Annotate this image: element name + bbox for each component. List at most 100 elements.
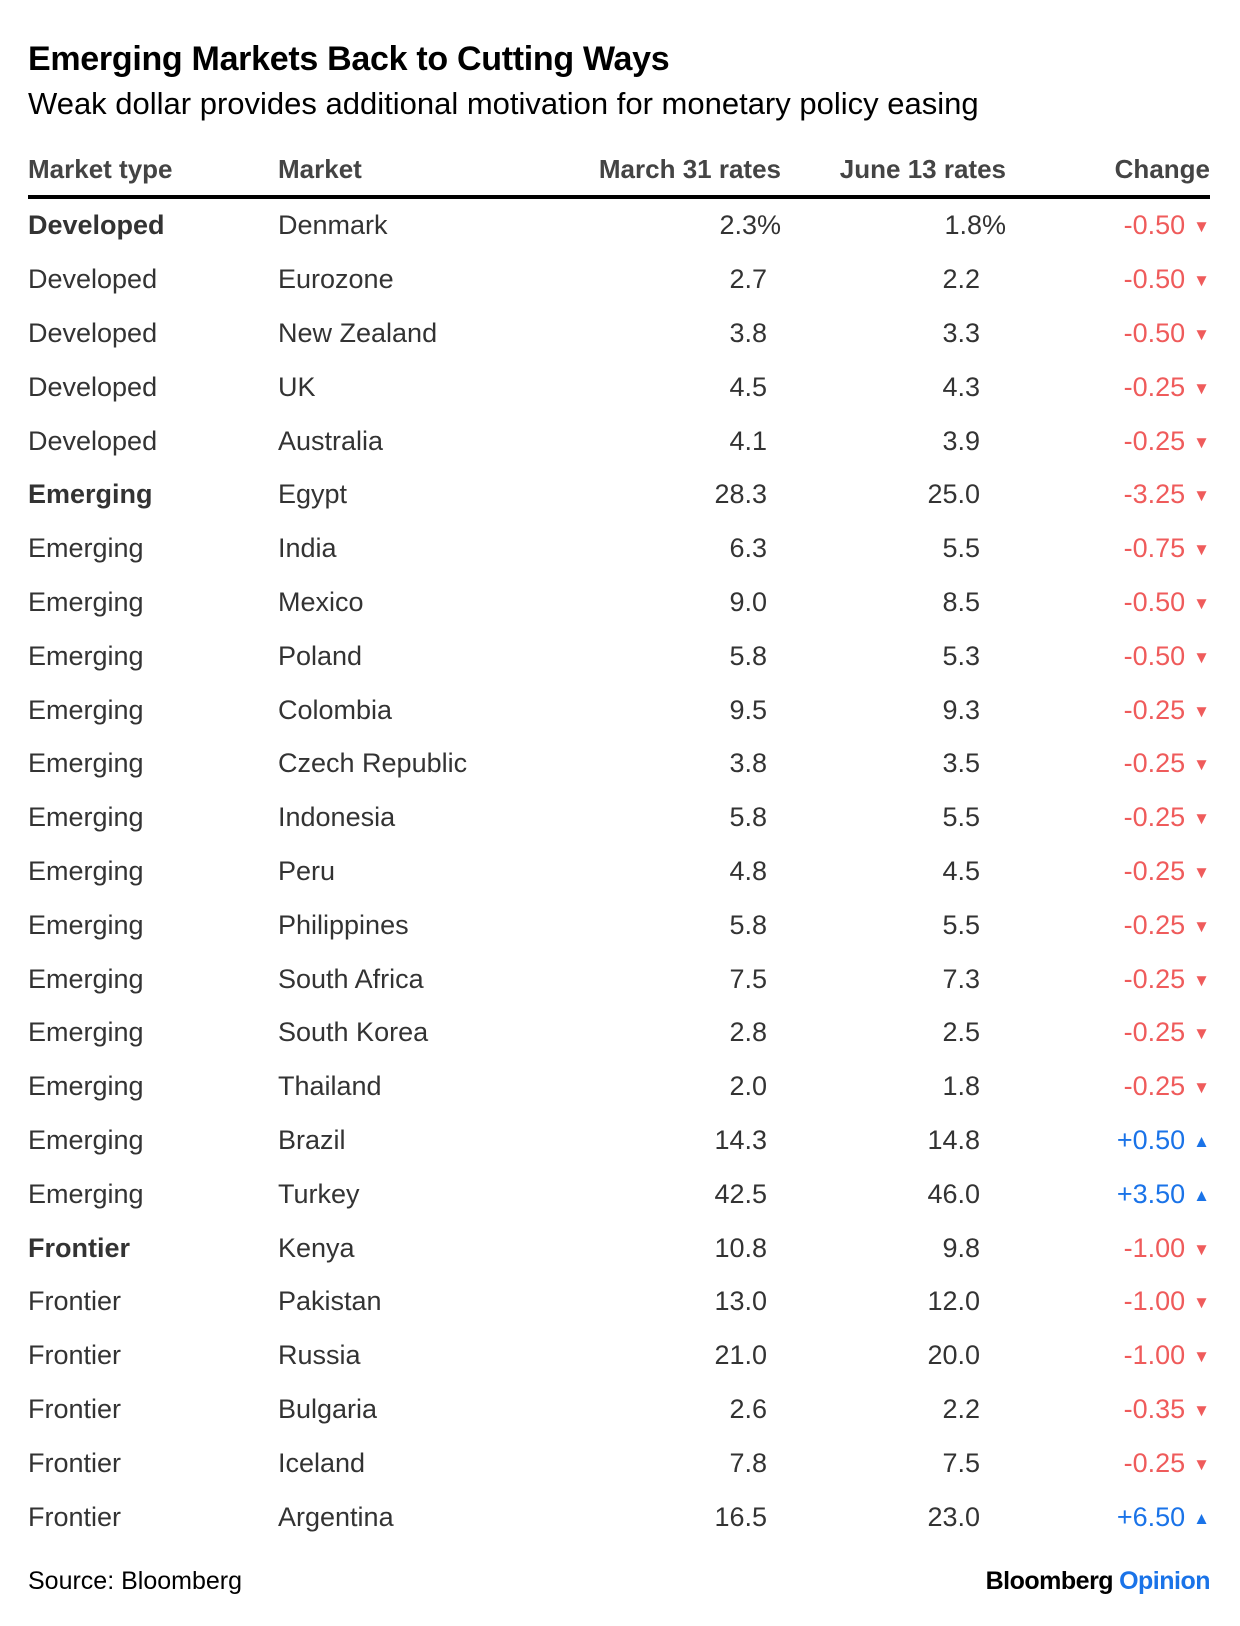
- cell-june-rate: 46.0: [927, 1178, 980, 1209]
- cell-june-rate: 8.5: [942, 586, 980, 617]
- triangle-up-icon: ▲: [1193, 1131, 1210, 1151]
- cell-june-rate: 9.3: [942, 694, 980, 725]
- cell-march-rate: 9.5: [729, 694, 767, 725]
- brand-logo: Bloomberg Opinion: [986, 1567, 1211, 1596]
- cell-change: -0.35 ▼: [1006, 1383, 1210, 1437]
- cell-march-rate: 5.8: [729, 802, 767, 833]
- table-row: Emerging Peru 4.8 4.5 -0.25 ▼: [28, 845, 1210, 899]
- cell-march-rate: 4.8: [729, 855, 767, 886]
- change-value: -0.25: [1123, 748, 1186, 779]
- change-value: -0.50: [1123, 264, 1186, 295]
- cell-june-rate: 23.0: [927, 1501, 980, 1532]
- cell-market: Turkey: [278, 1178, 360, 1209]
- triangle-down-icon: ▼: [1193, 701, 1210, 721]
- cell-june-rate: 5.5: [942, 802, 980, 833]
- cell-market: Russia: [278, 1340, 361, 1371]
- cell-market: Peru: [278, 855, 336, 886]
- change-value: -1.00: [1123, 1232, 1186, 1263]
- cell-march-rate: 2.7: [729, 264, 767, 295]
- cell-march-rate: 14.3: [714, 1124, 767, 1155]
- table-body: Developed Denmark 2.3% 1.8% -0.50 ▼ Developed E…: [28, 197, 1210, 1544]
- cell-market: New Zealand: [278, 317, 438, 348]
- cell-market-type: Emerging: [28, 909, 144, 940]
- change-value: +6.50: [1116, 1501, 1186, 1532]
- cell-market: Czech Republic: [278, 748, 468, 779]
- cell-market-type: Frontier: [28, 1286, 122, 1317]
- change-value: -0.50: [1123, 210, 1186, 241]
- cell-market: Colombia: [278, 694, 393, 725]
- triangle-down-icon: ▼: [1193, 486, 1210, 506]
- triangle-down-icon: ▼: [1193, 1400, 1210, 1420]
- cell-march-rate: 5.8: [729, 640, 767, 671]
- triangle-down-icon: ▼: [1193, 916, 1210, 936]
- triangle-down-icon: ▼: [1193, 1024, 1210, 1044]
- cell-market-type: Emerging: [28, 694, 144, 725]
- table-row: Emerging Philippines 5.8 5.5 -0.25 ▼: [28, 898, 1210, 952]
- cell-market-type: Emerging: [28, 1017, 144, 1048]
- cell-march-rate: 5.8: [729, 909, 767, 940]
- cell-june-rate: 1.8%: [944, 210, 1006, 241]
- cell-market-type: Emerging: [28, 802, 144, 833]
- cell-march-rate: 16.5: [714, 1501, 767, 1532]
- header-market: Market: [278, 143, 533, 199]
- cell-june-rate: 14.8: [927, 1124, 980, 1155]
- cell-market: India: [278, 533, 337, 564]
- cell-market: South Korea: [278, 1017, 429, 1048]
- triangle-down-icon: ▼: [1193, 540, 1210, 560]
- cell-market: Kenya: [278, 1232, 355, 1263]
- triangle-down-icon: ▼: [1193, 1347, 1210, 1367]
- cell-market-type: Emerging: [28, 1071, 144, 1102]
- source-note: Source: Bloomberg: [28, 1567, 243, 1595]
- cell-june-rate: 5.5: [942, 909, 980, 940]
- table-row: Developed Denmark 2.3% 1.8% -0.50 ▼: [28, 197, 1210, 253]
- cell-market: Brazil: [278, 1124, 346, 1155]
- cell-march-rate: 4.5: [729, 371, 767, 402]
- cell-june-rate: 2.5: [942, 1017, 980, 1048]
- cell-june-rate: 1.8: [942, 1071, 980, 1102]
- table-row: Emerging Indonesia 5.8 5.5 -0.25 ▼: [28, 791, 1210, 845]
- cell-march-rate: 2.6: [729, 1393, 767, 1424]
- table-row: Developed UK 4.5 4.3 -0.25 ▼: [28, 360, 1210, 414]
- table-row: Developed Australia 4.1 3.9 -0.25 ▼: [28, 414, 1210, 468]
- cell-market-type: Frontier: [28, 1340, 122, 1371]
- cell-change: -0.25 ▼: [1006, 952, 1210, 1006]
- table-row: Emerging South Korea 2.8 2.5 -0.25 ▼: [28, 1006, 1210, 1060]
- change-value: -0.25: [1123, 909, 1186, 940]
- brand-suffix: Opinion: [1119, 1567, 1210, 1595]
- table-row: Emerging Czech Republic 3.8 3.5 -0.25 ▼: [28, 737, 1210, 791]
- table-row: Frontier Kenya 10.8 9.8 -1.00 ▼: [28, 1221, 1210, 1275]
- table-row: Emerging India 6.3 5.5 -0.75 ▼: [28, 522, 1210, 576]
- change-value: +3.50: [1116, 1178, 1186, 1209]
- cell-change: +0.50 ▲: [1006, 1114, 1210, 1168]
- cell-june-rate: 3.9: [942, 425, 980, 456]
- cell-market: UK: [278, 371, 316, 402]
- triangle-up-icon: ▲: [1193, 1508, 1210, 1528]
- cell-march-rate: 42.5: [714, 1178, 767, 1209]
- cell-market-type: Emerging: [28, 748, 144, 779]
- cell-market: Argentina: [278, 1501, 394, 1532]
- cell-market-type: Developed: [28, 210, 165, 241]
- change-value: -0.25: [1123, 855, 1186, 886]
- table-row: Frontier Bulgaria 2.6 2.2 -0.35 ▼: [28, 1383, 1210, 1437]
- header-march-rates: March 31 rates: [533, 143, 781, 199]
- cell-market-type: Emerging: [28, 479, 153, 510]
- rates-table: Market type Market March 31 rates June 1…: [28, 143, 1210, 1544]
- change-value: -0.25: [1123, 694, 1186, 725]
- cell-change: -0.50 ▼: [1006, 253, 1210, 307]
- header-market-type: Market type: [28, 143, 278, 199]
- cell-june-rate: 4.3: [942, 371, 980, 402]
- cell-market: Australia: [278, 425, 384, 456]
- triangle-down-icon: ▼: [1193, 1454, 1210, 1474]
- cell-march-rate: 10.8: [714, 1232, 767, 1263]
- cell-change: -0.75 ▼: [1006, 522, 1210, 576]
- cell-march-rate: 7.8: [729, 1447, 767, 1478]
- cell-market-type: Emerging: [28, 1124, 144, 1155]
- cell-march-rate: 28.3: [714, 479, 767, 510]
- cell-market-type: Frontier: [28, 1447, 122, 1478]
- table-row: Emerging Egypt 28.3 25.0 -3.25 ▼: [28, 468, 1210, 522]
- cell-change: -0.25 ▼: [1006, 737, 1210, 791]
- cell-march-rate: 6.3: [729, 533, 767, 564]
- header-change: Change: [1006, 143, 1210, 199]
- triangle-down-icon: ▼: [1193, 1293, 1210, 1313]
- cell-change: -0.25 ▼: [1006, 898, 1210, 952]
